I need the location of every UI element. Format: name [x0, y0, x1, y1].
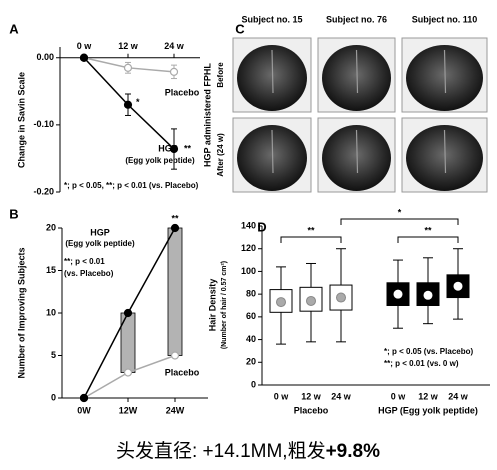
y-tick-label: 0.00 [36, 52, 54, 62]
photo-head [406, 45, 483, 111]
note: (vs. Placebo) [64, 269, 114, 278]
panel-letter: A [9, 21, 19, 36]
caption-text: 头发直径: +14.1MM,粗发 [116, 440, 326, 462]
note: *; p < 0.05 (vs. Placebo) [384, 347, 473, 356]
significance-label: ** [424, 225, 432, 235]
x-tick-label: 24 w [448, 391, 469, 401]
row-label: After (24 w) [216, 133, 225, 177]
photo-parting [355, 129, 359, 174]
photo-parting [271, 129, 274, 174]
point-label: ** [171, 213, 179, 223]
photo-head [406, 125, 483, 191]
box-center [336, 292, 346, 303]
series-name: Placebo [165, 367, 200, 377]
photo-parting [443, 129, 447, 174]
marker [169, 144, 179, 154]
series-name: HGP [90, 227, 110, 237]
x-tick-label: 0 w [77, 41, 93, 51]
panel-letter: C [235, 21, 245, 36]
marker [123, 368, 133, 377]
caption-bold: +9.8% [326, 441, 381, 462]
significance-bracket [340, 218, 459, 225]
x-tick-label: 12 w [301, 391, 322, 401]
photo-head [237, 45, 307, 111]
x-tick-label: 24 w [331, 391, 352, 401]
marker [123, 63, 133, 72]
box-center [306, 295, 316, 306]
marker [170, 223, 180, 233]
box-center [453, 281, 463, 291]
caption: 头发直径: +14.1MM,粗发+9.8% [116, 440, 380, 462]
y-tick-label: 100 [241, 266, 256, 276]
photo-head [237, 125, 307, 191]
x-tick-label: 0 w [274, 391, 290, 401]
panel-letter: B [9, 206, 18, 221]
marker [169, 67, 179, 76]
y-tick-label: 10 [46, 307, 56, 317]
x-tick-label: 12 w [118, 41, 139, 51]
photo-head [322, 125, 391, 191]
y-axis-title: Change in Savin Scale [16, 72, 26, 168]
y-tick-label: -0.20 [33, 186, 54, 196]
column-label: Subject no. 110 [412, 14, 478, 24]
x-tick-label: 24 w [164, 41, 185, 51]
x-tick-label: 0 w [391, 391, 407, 401]
series-name: HGP [158, 143, 178, 153]
difference-bar [167, 227, 183, 356]
y-axis-title: Hair Density [207, 279, 217, 332]
point-label: * [136, 97, 140, 107]
note: **; p < 0.01 (vs. 0 w) [384, 359, 459, 368]
x-tick-label: 0W [77, 405, 91, 415]
box-center [276, 297, 286, 308]
point-label: ** [184, 143, 192, 153]
significance-label: * [398, 207, 402, 217]
photo-head [322, 45, 391, 111]
significance-label: ** [307, 225, 315, 235]
y-tick-label: 60 [246, 311, 256, 321]
row-label: Before [216, 62, 225, 88]
y-axis-title: Number of Improving Subjects [16, 247, 26, 378]
photo-parting [443, 49, 447, 94]
y-tick-label: 5 [51, 350, 56, 360]
y-axis-title: (Number of hair / 0.57 cm²) [221, 261, 228, 349]
series-name-note: (Egg yolk peptide) [65, 239, 135, 248]
marker [79, 53, 89, 62]
y-tick-label: 140 [241, 220, 256, 230]
series-name-note: (Egg yolk peptide) [125, 156, 195, 165]
marker [79, 393, 89, 403]
marker [123, 308, 133, 318]
y-tick-label: 40 [246, 334, 256, 344]
y-tick-label: -0.10 [33, 119, 54, 129]
significance-bracket [280, 236, 342, 243]
column-label: Subject no. 15 [241, 14, 302, 24]
x-tick-label: 12 w [418, 391, 439, 401]
column-label: Subject no. 76 [326, 14, 387, 24]
y-tick-label: 15 [46, 265, 56, 275]
note: *; p < 0.05, **; p < 0.01 (vs. Placebo) [64, 181, 199, 190]
note: **; p < 0.01 [64, 257, 105, 266]
group-name: HGP (Egg yolk peptide) [378, 405, 478, 415]
box-center [393, 289, 403, 299]
y-tick-label: 0 [251, 379, 256, 389]
y-tick-label: 20 [246, 357, 256, 367]
x-tick-label: 24W [166, 405, 185, 415]
y-tick-label: 20 [46, 222, 56, 232]
y-tick-label: 120 [241, 243, 256, 253]
side-label: HGP administered FPHL [202, 63, 212, 167]
y-tick-label: 0 [51, 392, 56, 402]
x-tick-label: 12W [119, 405, 138, 415]
significance-bracket [397, 236, 459, 243]
photo-parting [271, 49, 274, 94]
photo-parting [355, 49, 359, 94]
box-center [423, 290, 433, 300]
group-name: Placebo [294, 405, 329, 415]
marker [170, 351, 180, 360]
marker [123, 100, 133, 109]
series-name: Placebo [165, 87, 200, 97]
y-tick-label: 80 [246, 289, 256, 299]
